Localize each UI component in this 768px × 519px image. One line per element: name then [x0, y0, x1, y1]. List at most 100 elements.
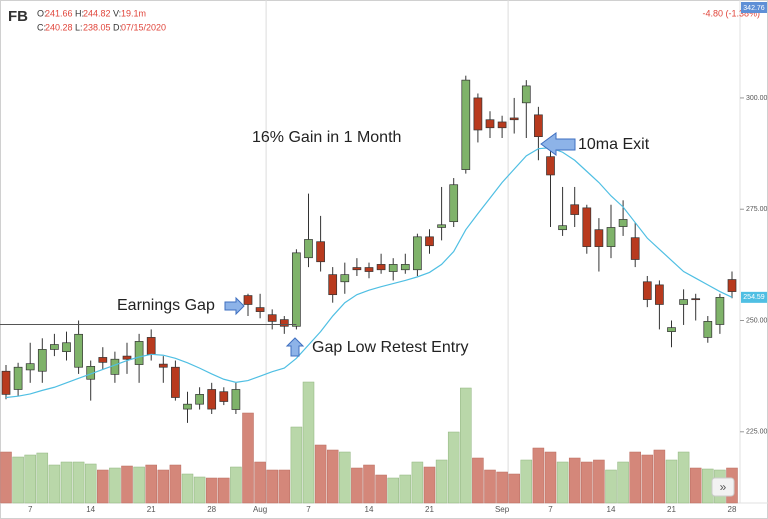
- volume-bar: [60, 461, 73, 504]
- volume-bar: [435, 459, 448, 504]
- x-tick-label: Aug: [253, 505, 267, 514]
- annotation: 10ma Exit: [578, 136, 650, 153]
- x-tick-label: 7: [548, 505, 553, 514]
- candle-body: [279, 319, 289, 327]
- candle-body: [413, 236, 422, 271]
- volume-bar: [12, 456, 24, 504]
- candle-body: [231, 389, 241, 410]
- candle-body: [292, 252, 301, 327]
- candle-body: [594, 229, 604, 247]
- volume-bar: [218, 477, 230, 504]
- candle-body: [352, 267, 362, 271]
- volume-bar: [230, 466, 242, 504]
- candle-body: [558, 225, 567, 231]
- volume-bar: [121, 465, 133, 504]
- candle-body: [195, 394, 204, 405]
- volume-bar: [677, 451, 690, 504]
- change: -4.80 (-1.38%): [702, 8, 760, 18]
- volume-bar: [314, 444, 327, 504]
- volume-bar: [532, 447, 545, 504]
- volume-bar: [484, 469, 496, 504]
- scroll-button[interactable]: [711, 477, 735, 497]
- info-value: 238.05: [83, 22, 111, 32]
- info-value: 19.1m: [121, 8, 146, 18]
- volume-bar: [605, 469, 617, 504]
- volume-bar: [387, 477, 399, 504]
- candle-body: [388, 264, 398, 272]
- volume-bar: [375, 474, 387, 504]
- volume-bar: [72, 461, 85, 504]
- candle-body: [425, 236, 434, 247]
- candle-body: [316, 241, 325, 263]
- top-price-box: [741, 2, 767, 13]
- info-value: 240.28: [45, 22, 73, 32]
- candle-body: [25, 363, 35, 371]
- candle-body: [13, 366, 23, 390]
- x-tick-label: Sep: [495, 505, 510, 514]
- volume-bar: [472, 457, 484, 504]
- candle-body: [473, 97, 483, 131]
- candle-body: [679, 299, 688, 305]
- candle-body: [521, 85, 531, 104]
- scroll-icon[interactable]: »: [720, 480, 727, 494]
- volume-bar: [363, 464, 375, 504]
- volume-bar: [48, 464, 61, 504]
- candle-body: [37, 349, 47, 372]
- moving-average: [5, 147, 733, 399]
- candle-body: [158, 363, 168, 368]
- candle-body: [691, 298, 701, 301]
- volume-bar: [145, 464, 157, 504]
- volume-bar: [411, 461, 424, 504]
- x-tick-label: 7: [306, 505, 311, 514]
- info-value: 244.82: [83, 8, 111, 18]
- candle-body: [146, 337, 156, 355]
- candle-body: [485, 119, 495, 129]
- volume-bar: [593, 459, 605, 504]
- volume-bar: [423, 466, 436, 504]
- y-tick-label: 225.00: [746, 429, 768, 436]
- volume-bar: [496, 471, 508, 504]
- ma-label: 254.59: [743, 294, 765, 301]
- volume-bar: [84, 463, 97, 504]
- x-tick-label: 21: [147, 505, 156, 514]
- x-tick-label: 7: [28, 505, 33, 514]
- volume-bar: [97, 469, 109, 504]
- candle-body: [582, 207, 592, 247]
- volume-bar: [544, 451, 557, 504]
- volume-bar: [326, 449, 339, 504]
- candle-body: [304, 239, 313, 259]
- candle-body: [267, 314, 277, 322]
- volume-bar: [689, 467, 702, 504]
- symbol: FB: [8, 8, 28, 25]
- arrow: [540, 132, 576, 156]
- x-tick-label: 14: [365, 505, 374, 514]
- volume-bar: [109, 467, 121, 504]
- info-key: V:: [113, 8, 121, 18]
- candle-body: [328, 274, 338, 296]
- volume-bar: [508, 473, 520, 504]
- info-key: C:: [37, 22, 46, 32]
- info-value: 241.66: [45, 8, 73, 18]
- ma-label-box: [741, 291, 767, 303]
- candle-body: [703, 321, 713, 338]
- candle-body: [376, 264, 386, 271]
- candle-body: [497, 121, 507, 129]
- volume-bar: [581, 461, 593, 504]
- candle-body: [255, 307, 265, 312]
- candle-body: [534, 114, 543, 138]
- volume-bar: [254, 461, 266, 504]
- x-tick-label: 14: [607, 505, 616, 514]
- arrow: [285, 337, 305, 357]
- candle-body: [570, 204, 580, 215]
- candle-body: [727, 279, 737, 292]
- x-tick-label: 21: [667, 505, 676, 514]
- candle-body: [400, 264, 410, 271]
- candle-body: [207, 389, 217, 410]
- candle-body: [667, 327, 676, 332]
- volume-bar: [302, 381, 315, 504]
- candle-body: [509, 117, 519, 121]
- volume-bar: [339, 451, 351, 504]
- volume-bar: [665, 459, 678, 504]
